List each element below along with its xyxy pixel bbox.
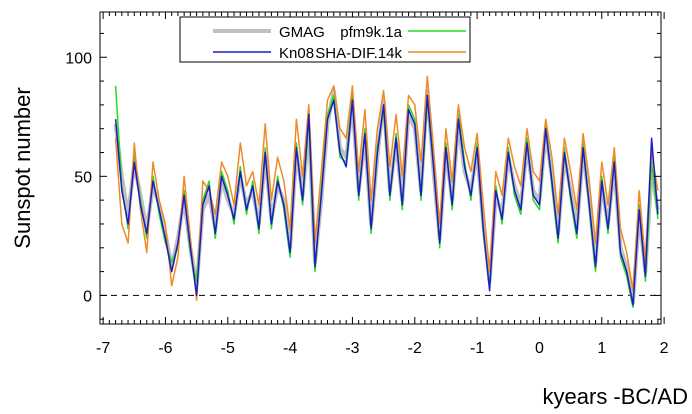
x-tick-label: -1 bbox=[470, 340, 484, 357]
y-tick-label: 50 bbox=[74, 169, 92, 186]
x-tick-label: 2 bbox=[660, 340, 669, 357]
x-tick-label: -6 bbox=[158, 340, 172, 357]
x-tick-label: -5 bbox=[221, 340, 235, 357]
series-layer bbox=[113, 75, 660, 309]
x-tick-label: 1 bbox=[597, 340, 606, 357]
plot-frame bbox=[99, 11, 662, 325]
legend-label-pfm9k: pfm9k.1a bbox=[340, 24, 402, 41]
x-tick-label: -4 bbox=[283, 340, 297, 357]
x-tick-label: -7 bbox=[96, 340, 110, 357]
x-tick-label: -3 bbox=[345, 340, 359, 357]
x-tick-label: 0 bbox=[535, 340, 544, 357]
legend: GMAG pfm9k.1a Kn08 SHA-DIF.14k bbox=[179, 16, 471, 63]
legend-label-kn08: Kn08 bbox=[279, 45, 314, 62]
y-axis-title: Sunspot number bbox=[10, 87, 35, 248]
legend-label-gmag: GMAG bbox=[279, 24, 325, 41]
legend-label-shadif: SHA-DIF.14k bbox=[315, 45, 402, 62]
y-tick-label: 0 bbox=[83, 288, 92, 305]
x-axis-title: kyears -BC/AD bbox=[543, 384, 688, 409]
series-kn08 bbox=[114, 94, 659, 306]
legend-box bbox=[179, 16, 471, 63]
series-sha-dif-14k bbox=[114, 75, 659, 301]
y-tick-label: 100 bbox=[65, 50, 92, 67]
x-tick-label: -2 bbox=[408, 340, 422, 357]
